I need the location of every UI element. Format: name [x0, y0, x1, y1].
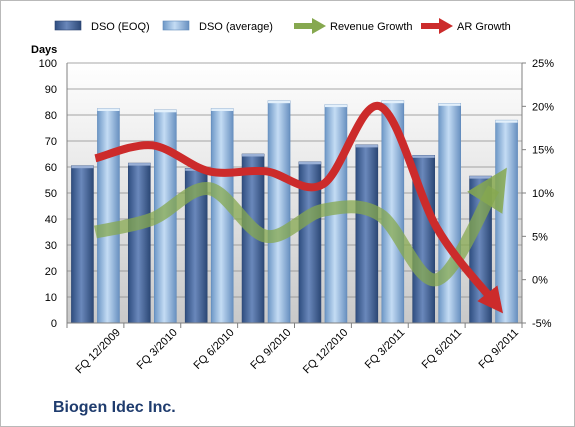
- company-label: Biogen Idec Inc.: [53, 399, 176, 416]
- bar-cap: [128, 163, 151, 166]
- y-tick-label: 0: [51, 318, 57, 330]
- legend-arrow-head: [312, 18, 326, 34]
- legend-arrow-icon: [421, 18, 453, 34]
- y2-tick-label: 25%: [532, 58, 554, 70]
- bar-dso-eoq: [71, 165, 94, 324]
- bar-cap: [381, 100, 404, 104]
- y2-tick-label: 15%: [532, 145, 554, 157]
- y-tick-label: 30: [45, 240, 57, 252]
- y-tick-label: 20: [45, 266, 57, 278]
- growth-lines: [93, 102, 507, 314]
- x-tick-label: FQ 12/2010: [301, 327, 351, 377]
- y-tick-label: 60: [45, 162, 57, 174]
- bar-cap: [412, 155, 435, 158]
- x-tick-label: FQ 3/2011: [363, 327, 408, 372]
- y-tick-label: 100: [39, 58, 57, 70]
- legend: DSO (EOQ) DSO (average) Revenue Growth AR G…: [54, 18, 511, 34]
- y-tick-label: 50: [45, 188, 57, 200]
- legend-label: DSO (EOQ): [91, 21, 150, 33]
- legend-arrow-icon: [294, 18, 326, 34]
- y-axis-title: Days: [31, 44, 57, 56]
- y-tick-label: 10: [45, 292, 57, 304]
- bar-dso-eoq: [355, 144, 379, 324]
- legend-arrow-head: [439, 18, 453, 34]
- y-tick-label: 80: [45, 110, 57, 122]
- y-tick-label: 70: [45, 136, 57, 148]
- y2-tick-label: -5%: [532, 318, 552, 330]
- x-tick-label: FQ 9/2010: [248, 327, 293, 372]
- legend-swatch: [54, 20, 82, 31]
- y2-tick-label: 20%: [532, 101, 554, 113]
- bar-cap: [495, 120, 518, 123]
- bar-dso-eoq: [128, 162, 151, 324]
- y2-tick-label: 0%: [532, 275, 548, 287]
- bar-cap: [97, 108, 120, 111]
- bar-dso-average: [210, 108, 234, 324]
- bar-cap: [268, 100, 291, 104]
- bar-dso-average: [97, 108, 120, 324]
- bar-cap: [242, 154, 265, 157]
- x-tick-label: FQ 6/2010: [192, 327, 237, 372]
- ar-growth-line: [94, 102, 504, 314]
- x-tick-label: FQ 6/2011: [420, 327, 465, 372]
- bar-cap: [154, 109, 177, 113]
- bar-cap: [71, 165, 94, 169]
- legend-swatch: [162, 20, 190, 31]
- legend-label: DSO (average): [199, 21, 273, 33]
- bar-dso-average: [495, 119, 518, 324]
- bar-cap: [438, 103, 461, 106]
- revenue-growth-line: [93, 167, 507, 287]
- bar-cap: [211, 108, 234, 111]
- y-tick-label: 40: [45, 214, 57, 226]
- legend-label: Revenue Growth: [330, 21, 413, 33]
- x-tick-label: FQ 9/2011: [476, 327, 521, 372]
- bar-cap: [469, 176, 492, 179]
- bar-cap: [355, 144, 378, 148]
- bar-dso-average: [267, 100, 291, 324]
- bar-cap: [298, 161, 321, 165]
- bar-cap: [324, 104, 347, 108]
- x-tick-label: FQ 3/2010: [135, 327, 180, 372]
- x-tick-label: FQ 12/2009: [73, 327, 123, 377]
- legend-label: AR Growth: [457, 21, 511, 33]
- y2-tick-label: 5%: [532, 231, 548, 243]
- y-tick-label: 90: [45, 84, 57, 96]
- y2-tick-label: 10%: [532, 188, 554, 200]
- bar-dso-average: [438, 103, 461, 324]
